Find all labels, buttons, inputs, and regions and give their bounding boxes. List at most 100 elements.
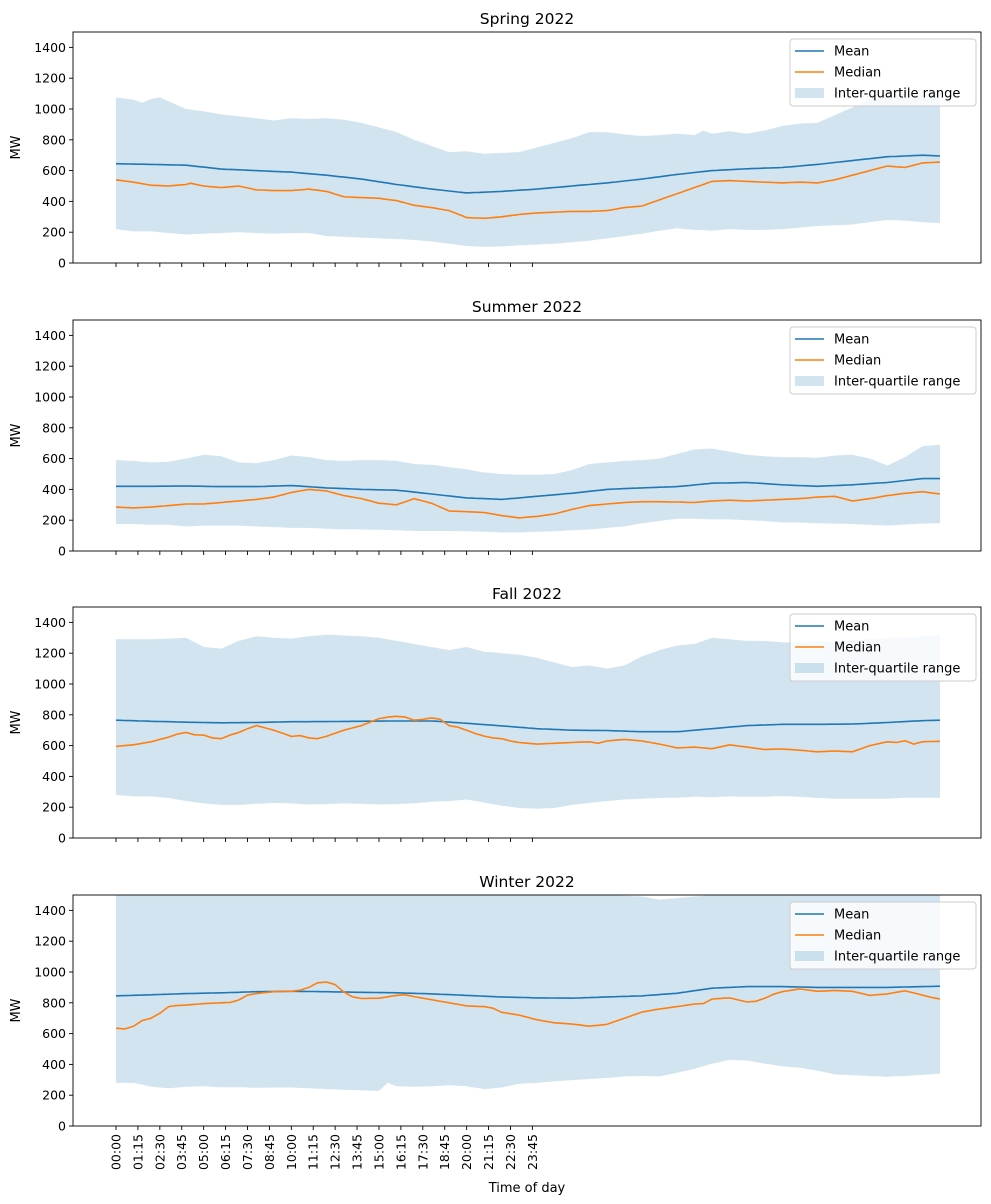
x-tick-label: 12:30 [328,1134,343,1170]
legend-label: Mean [834,620,869,635]
y-tick-label: 1200 [34,646,66,661]
panel-title: Spring 2022 [480,10,574,28]
y-tick-label: 1400 [34,328,66,343]
legend-box [789,901,977,970]
legend-swatch [795,376,824,386]
y-tick-label: 800 [42,132,66,147]
x-tick-label: 23:45 [525,1134,540,1170]
x-tick-label: 01:15 [130,1134,145,1170]
y-tick-label: 600 [42,1026,66,1041]
x-tick-label: 15:00 [371,1134,386,1170]
panel-3: Winter 2022 0 200 400 600 800 1000 1200 1400 MW 00… [9,873,982,1196]
legend-label: Mean [834,333,869,348]
legend-label: Inter-quartile range [834,950,960,965]
legend-label: Inter-quartile range [834,87,960,102]
y-tick-label: 200 [42,225,66,240]
x-tick-label: 02:30 [152,1134,167,1170]
y-tick-label: 400 [42,1057,66,1072]
legend-box [789,38,977,107]
y-tick-label: 800 [42,995,66,1010]
y-tick-label: 800 [42,420,66,435]
legend-box [789,326,977,395]
y-tick-label: 1400 [34,903,66,918]
axes-frame [72,606,982,839]
x-axis-label: Time of day [488,1181,566,1196]
x-tick-label: 20:00 [459,1134,474,1170]
y-tick-label: 0 [58,544,66,559]
panel-title: Fall 2022 [492,585,562,603]
axes-frame [72,319,982,552]
panel-1: Summer 2022 0 200 400 600 800 1000 1200 1400 MW Me… [9,298,982,559]
y-axis-label: MW [9,710,24,734]
x-tick-label: 06:15 [218,1134,233,1170]
legend-swatch [795,663,824,673]
y-tick-label: 600 [42,451,66,466]
mean-line [115,719,941,733]
panel-title: Winter 2022 [479,873,574,891]
x-tick-label: 21:15 [481,1134,496,1170]
y-tick-label: 200 [42,800,66,815]
panel-2: Fall 2022 0 200 400 600 800 1000 1200 1400 MW Mean… [9,585,982,846]
y-tick-label: 1000 [34,677,66,692]
legend-label: Median [834,66,881,81]
legend-label: Mean [834,45,869,60]
y-tick-label: 1000 [34,390,66,405]
median-line [115,488,941,519]
legend-box [789,613,977,682]
y-tick-label: 600 [42,163,66,178]
y-tick-label: 1000 [34,965,66,980]
panel-0: Spring 2022 0 200 400 600 800 1000 1200 1400 MW Me… [9,10,982,271]
legend-label: Median [834,641,881,656]
y-axis-label: MW [9,998,24,1022]
y-axis-label: MW [9,135,24,159]
mean-line [115,154,941,194]
y-tick-label: 400 [42,769,66,784]
median-line [115,161,941,220]
y-tick-label: 1200 [34,71,66,86]
iqr-band [116,444,940,533]
legend-label: Median [834,929,881,944]
y-tick-label: 1400 [34,40,66,55]
panel-title: Summer 2022 [472,298,582,316]
y-tick-label: 0 [58,256,66,271]
iqr-band [116,93,940,247]
legend-label: Median [834,354,881,369]
iqr-band [116,895,940,1091]
legend-label: Inter-quartile range [834,375,960,390]
y-tick-label: 200 [42,1088,66,1103]
axes-frame [72,894,982,1127]
y-tick-label: 200 [42,513,66,528]
mean-line [116,477,940,501]
x-tick-label: 16:15 [393,1134,408,1170]
mean-line [115,985,941,1000]
y-tick-label: 1400 [34,615,66,630]
y-tick-label: 0 [58,831,66,846]
y-tick-label: 1000 [34,102,66,117]
y-tick-label: 1200 [34,934,66,949]
x-tick-label: 10:00 [284,1134,299,1170]
x-tick-label: 17:30 [415,1134,430,1170]
axes-frame [72,31,982,264]
y-tick-label: 1200 [34,359,66,374]
median-line [115,715,941,753]
x-tick-label: 07:30 [240,1134,255,1170]
legend-label: Inter-quartile range [834,662,960,677]
y-axis-label: MW [9,423,24,447]
x-tick-label: 00:00 [109,1134,124,1170]
x-tick-label: 18:45 [437,1134,452,1170]
y-tick-label: 0 [58,1119,66,1134]
legend-swatch [795,88,824,98]
y-tick-label: 800 [42,707,66,722]
y-tick-label: 600 [42,738,66,753]
y-tick-label: 400 [42,194,66,209]
x-tick-label: 03:45 [174,1134,189,1170]
y-tick-label: 400 [42,482,66,497]
median-line [115,981,941,1030]
iqr-band [116,634,940,809]
x-tick-label: 22:30 [503,1134,518,1170]
x-tick-label: 11:15 [306,1134,321,1170]
legend-swatch [795,951,824,961]
x-tick-label: 08:45 [262,1134,277,1170]
x-tick-label: 05:00 [196,1134,211,1170]
